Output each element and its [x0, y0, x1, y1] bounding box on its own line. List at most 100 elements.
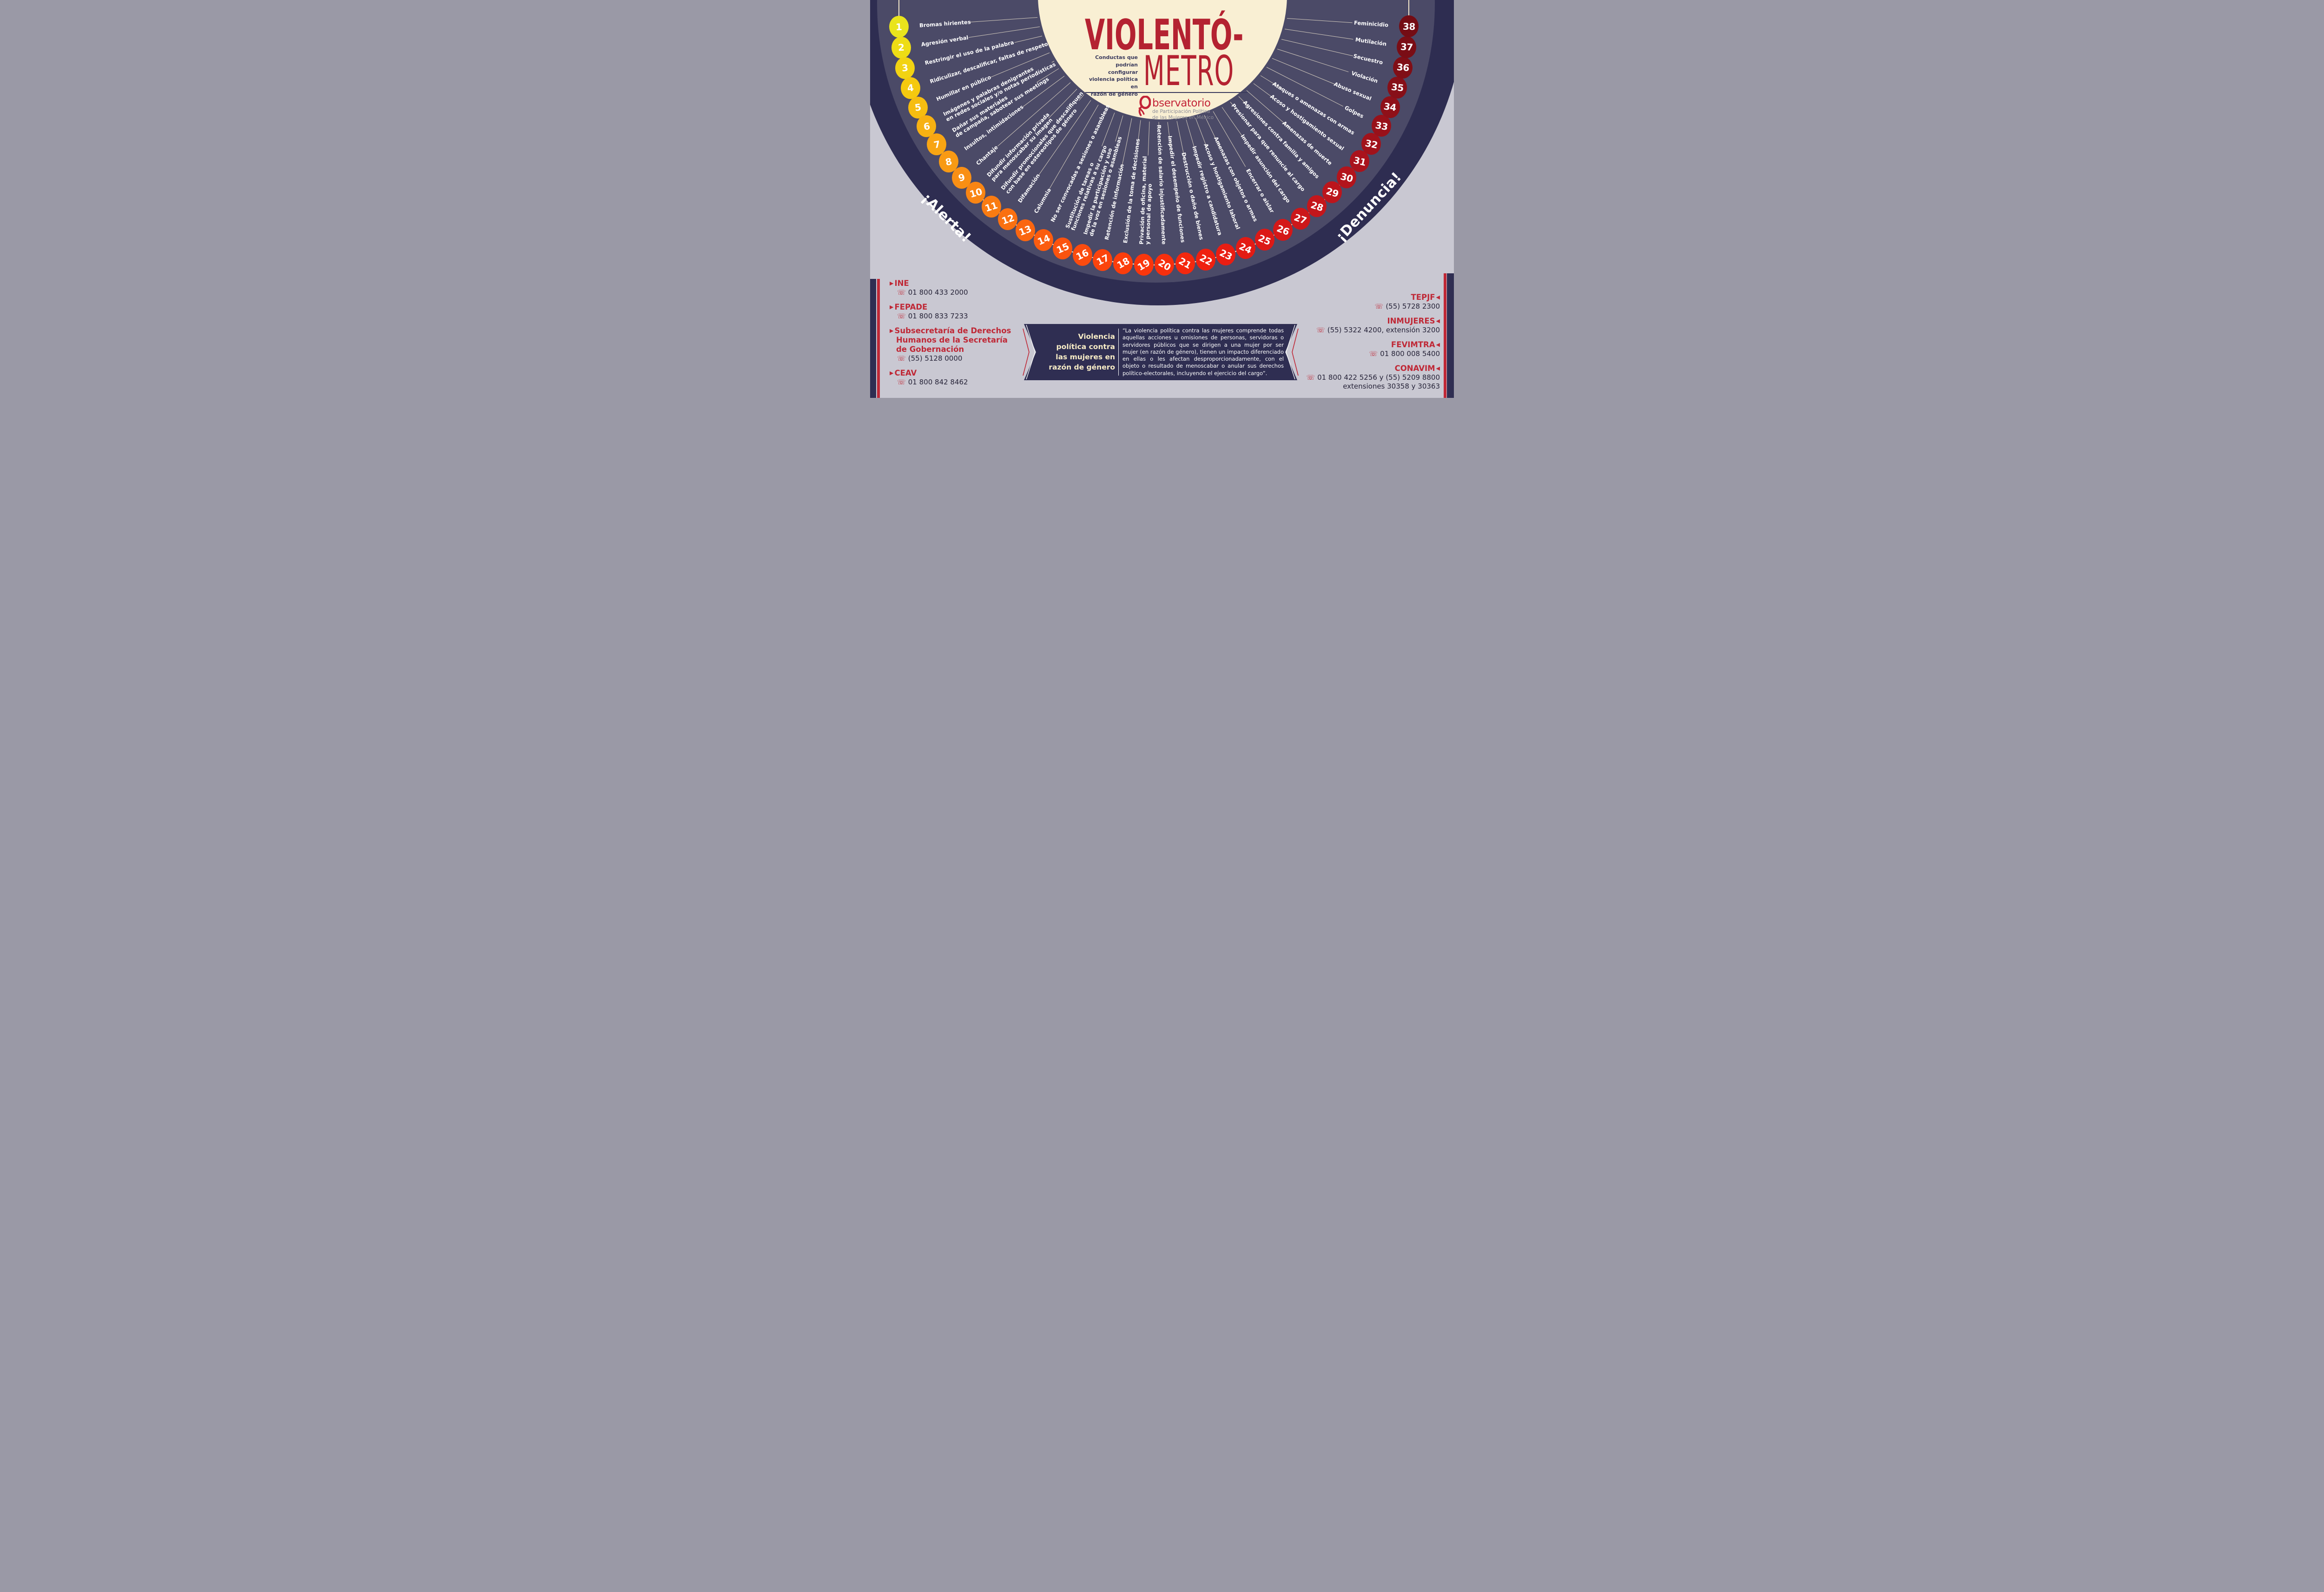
scale-bead-18: 18 — [1113, 252, 1133, 274]
banner-quote-text: “La violencia política contra las mujere… — [1122, 327, 1284, 377]
logo-brand-text: bservatorio — [1152, 97, 1211, 109]
triangle-bullet-icon: ▶ — [890, 328, 894, 334]
scale-bead-38: 38 — [1399, 15, 1419, 38]
scale-bead-15: 15 — [1053, 237, 1073, 259]
contacts-left-list: ▶ INE ☏ 01 800 433 2000 ▶ FEPADE ☏ 01 800 833 7… — [890, 279, 1038, 392]
scale-bead-13: 13 — [1015, 219, 1035, 242]
banner-title-line: las mujeres en — [1056, 353, 1115, 361]
right-navy-bar — [1447, 273, 1454, 398]
scale-bead-21: 21 — [1175, 252, 1195, 274]
scale-bead-23: 23 — [1216, 244, 1236, 266]
conduct-label-33: Golpes — [1343, 104, 1365, 119]
scale-bead-31: 31 — [1350, 150, 1370, 172]
scale-bead-17: 17 — [1093, 249, 1113, 271]
contact-name: ▶ Subsecretaría de Derechos Humanos de la … — [890, 326, 1011, 354]
subtitle-line: podrían configurar — [1108, 61, 1138, 75]
banner-title-line: razón de género — [1049, 363, 1115, 371]
right-red-bar — [1443, 273, 1446, 398]
scale-bead-3: 3 — [895, 57, 915, 79]
scale-bead-35: 35 — [1387, 76, 1407, 99]
conduct-label-34: Abuso sexual — [1333, 80, 1373, 102]
triangle-bullet-icon: ▶ — [890, 280, 894, 286]
contact-phone: extensiones 30358 y 30363 — [1343, 382, 1440, 390]
contact-phone: ☏ 01 800 008 5400 — [1369, 350, 1440, 358]
triangle-bullet-icon: ▶ — [890, 370, 894, 376]
conduct-label-36: Secuestro — [1353, 53, 1384, 66]
woman-ribbon-icon — [1138, 96, 1151, 116]
scale-bead-8: 8 — [938, 151, 958, 173]
contact-phone: ☏ (55) 5128 0000 — [897, 354, 963, 363]
phone-icon: ☏ — [897, 354, 906, 363]
phone-icon: ☏ — [1306, 373, 1315, 382]
phone-icon: ☏ — [897, 288, 906, 297]
header-divider-line — [1085, 92, 1248, 93]
violentometro-infographic: VIOLENTÓ- METRO Conductas que podrían co… — [870, 0, 1454, 398]
banner-title-line: política contra — [1056, 343, 1115, 351]
scale-bead-16: 16 — [1072, 244, 1092, 266]
scale-bead-29: 29 — [1322, 181, 1342, 204]
scale-bead-27: 27 — [1290, 208, 1310, 230]
scale-bead-24: 24 — [1235, 237, 1255, 259]
phone-icon: ☏ — [897, 378, 906, 386]
definition-banner: Violencia política contra las mujeres en… — [1023, 324, 1299, 380]
scale-bead-30: 30 — [1337, 166, 1357, 188]
scale-bead-11: 11 — [981, 196, 1001, 218]
banner-divider-line — [1118, 329, 1119, 376]
contact-phone: ☏ 01 800 842 8462 — [897, 378, 968, 386]
contact-phone: ☏ 01 800 833 7233 — [897, 312, 968, 320]
scale-bead-36: 36 — [1393, 56, 1413, 79]
contact-name: CONAVIM ◀ — [1394, 364, 1440, 373]
banner-ribbon-shape — [1023, 324, 1299, 380]
triangle-bullet-icon: ▶ — [890, 304, 894, 310]
triangle-bullet-icon: ◀ — [1436, 318, 1440, 324]
bead-chain — [870, 0, 1454, 398]
scale-bead-26: 26 — [1273, 219, 1293, 241]
contact-name: ▶ FEPADE — [890, 303, 928, 311]
left-red-bar — [877, 279, 880, 398]
logo-sub-line1: de Participación Política — [1152, 109, 1210, 114]
contact-phone: ☏ (55) 5322 4200, extensión 3200 — [1316, 326, 1440, 334]
contact-name: FEVIMTRA ◀ — [1391, 340, 1440, 349]
scale-bead-4: 4 — [901, 77, 921, 99]
scale-bead-20: 20 — [1155, 254, 1175, 276]
conduct-label-37: Mutilación — [1355, 36, 1387, 47]
contact-phone: ☏ 01 800 422 5256 y (55) 5209 8800 — [1306, 373, 1440, 382]
contact-name: TEPJF ◀ — [1411, 293, 1440, 302]
phone-icon: ☏ — [1374, 302, 1384, 310]
scale-bead-5: 5 — [908, 96, 928, 119]
contact-item: CONAVIM ◀ ☏ 01 800 422 5256 y (55) 5209 880… — [1287, 364, 1440, 391]
conduct-label-2: Agresión verbal — [921, 34, 969, 48]
observatorio-logo: bservatorio de Participación Política de… — [1138, 96, 1214, 121]
phone-icon: ☏ — [1316, 326, 1325, 334]
contact-item: TEPJF ◀ ☏ (55) 5728 2300 — [1287, 293, 1440, 311]
triangle-bullet-icon: ◀ — [1436, 294, 1440, 300]
scale-bead-2: 2 — [891, 36, 911, 59]
contact-item: ▶ INE ☏ 01 800 433 2000 — [890, 279, 1038, 297]
contact-item: FEVIMTRA ◀ ☏ 01 800 008 5400 — [1287, 340, 1440, 358]
triangle-bullet-icon: ◀ — [1436, 342, 1440, 348]
scale-bead-37: 37 — [1397, 36, 1417, 58]
contact-name: ▶ INE — [890, 279, 909, 288]
conduct-label-13: Calumnia — [1032, 186, 1053, 214]
page-title-line2: METRO — [1143, 47, 1235, 95]
conduct-label-38: Feminicidio — [1353, 19, 1389, 28]
subtitle-line: violencia política en — [1089, 76, 1138, 90]
contact-item: ▶ Subsecretaría de Derechos Humanos de la … — [890, 326, 1038, 363]
contacts-right-list: TEPJF ◀ ☏ (55) 5728 2300 INMUJERES ◀ ☏ (55) 532… — [1287, 293, 1440, 396]
subtitle-line: Conductas que — [1095, 54, 1138, 60]
scale-beads: 1 2 3 4 5 6 7 8 9 10 11 12 13 14 15 16 17 18 19 20 21 22 23 24 2… — [870, 0, 1454, 398]
conduct-label-1: Bromas hirientes — [919, 19, 971, 29]
conduct-label-21: Impedir el desempeño de funciones — [1166, 135, 1186, 244]
scale-bead-22: 22 — [1195, 249, 1215, 271]
conduct-label-19: Privación de oficina, material y personal… — [1138, 156, 1153, 245]
left-navy-bar — [870, 279, 876, 398]
scale-bead-10: 10 — [966, 182, 986, 204]
contact-name: ▶ CEAV — [890, 369, 917, 377]
thread-right — [1408, 0, 1410, 17]
scale-bead-34: 34 — [1380, 96, 1400, 118]
scale-bead-1: 1 — [889, 16, 909, 38]
scale-bead-28: 28 — [1307, 195, 1327, 218]
conduct-label-20: Retención de salario injustificadamente — [1155, 124, 1167, 245]
scale-bead-14: 14 — [1034, 229, 1054, 251]
conduct-label-35: Violación — [1350, 69, 1379, 85]
